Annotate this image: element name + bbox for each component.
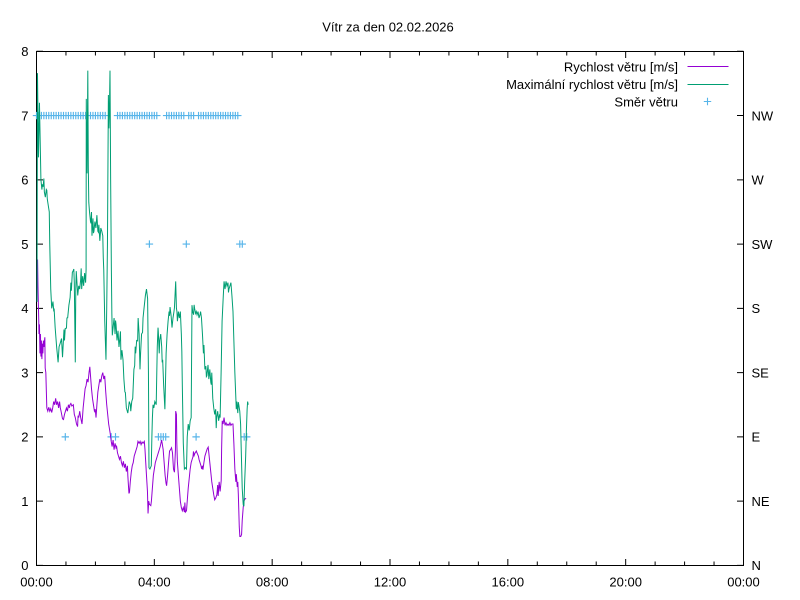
svg-text:04:00: 04:00 <box>138 575 171 590</box>
svg-text:1: 1 <box>21 494 28 509</box>
svg-text:SW: SW <box>752 237 774 252</box>
svg-text:20:00: 20:00 <box>609 575 642 590</box>
svg-text:Rychlost větru [m/s]: Rychlost větru [m/s] <box>564 60 678 75</box>
svg-text:Směr větru: Směr větru <box>614 95 678 110</box>
svg-text:4: 4 <box>21 301 28 316</box>
svg-text:N: N <box>752 558 761 573</box>
svg-text:12:00: 12:00 <box>374 575 407 590</box>
svg-text:7: 7 <box>21 108 28 123</box>
svg-text:Vítr za den 02.02.2026: Vítr za den 02.02.2026 <box>322 20 454 35</box>
svg-text:0: 0 <box>21 558 28 573</box>
svg-text:00:00: 00:00 <box>727 575 760 590</box>
svg-text:NE: NE <box>752 494 770 509</box>
svg-text:8: 8 <box>21 44 28 59</box>
svg-text:2: 2 <box>21 430 28 445</box>
svg-text:6: 6 <box>21 173 28 188</box>
svg-text:SE: SE <box>752 365 770 380</box>
svg-text:NW: NW <box>752 108 774 123</box>
svg-text:08:00: 08:00 <box>256 575 289 590</box>
svg-text:16:00: 16:00 <box>492 575 525 590</box>
svg-text:3: 3 <box>21 365 28 380</box>
svg-text:E: E <box>752 430 761 445</box>
svg-text:00:00: 00:00 <box>20 575 53 590</box>
svg-text:S: S <box>752 301 761 316</box>
svg-text:5: 5 <box>21 237 28 252</box>
svg-text:Maximální rychlost větru [m/s]: Maximální rychlost větru [m/s] <box>506 77 678 92</box>
svg-text:W: W <box>752 173 765 188</box>
